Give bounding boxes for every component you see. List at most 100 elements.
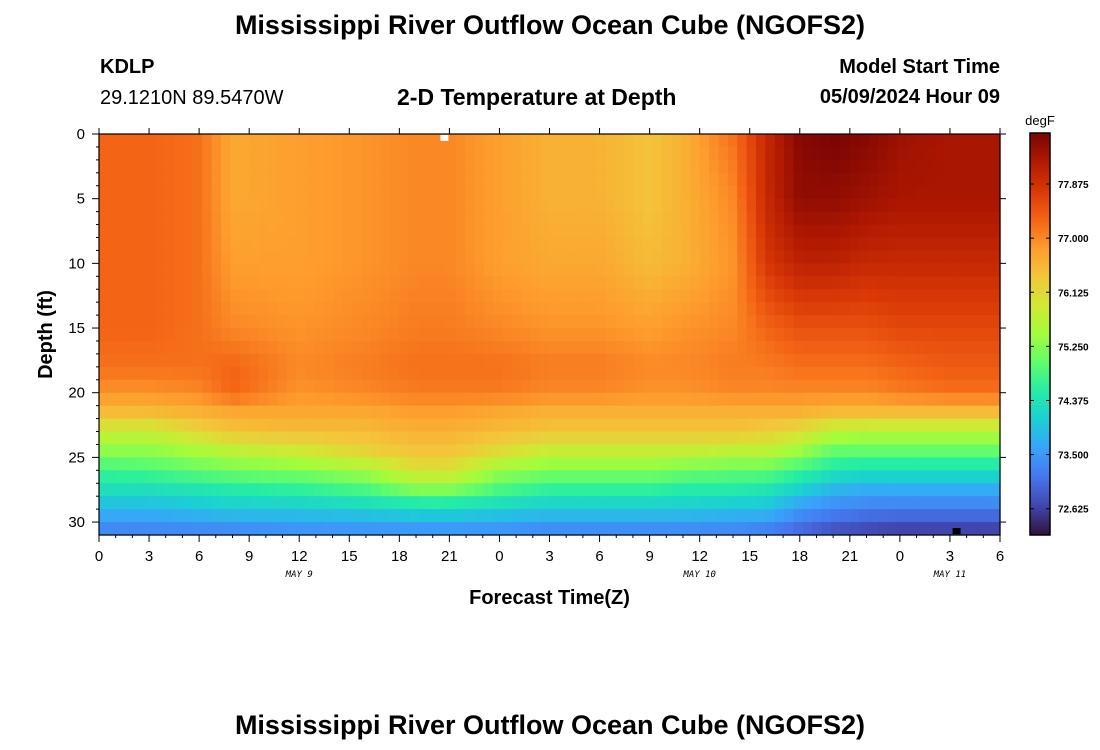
heatmap-cell <box>192 134 203 148</box>
heatmap-cell <box>380 250 391 264</box>
heatmap-cell <box>737 302 748 316</box>
heatmap-cell <box>746 211 757 226</box>
heatmap-cell <box>314 418 325 433</box>
heatmap-cell <box>277 496 288 510</box>
heatmap-cell <box>446 392 457 407</box>
heatmap-cell <box>474 340 485 355</box>
heatmap-cell <box>549 379 560 394</box>
heatmap-cell <box>418 185 429 200</box>
heatmap-cell <box>652 276 663 290</box>
heatmap-cell <box>502 185 513 200</box>
heatmap-cell <box>333 211 344 226</box>
heatmap-cell <box>296 457 307 471</box>
heatmap-cell <box>436 418 447 433</box>
heatmap-cell <box>718 405 729 420</box>
heatmap-cell <box>408 444 419 458</box>
heatmap-cell <box>943 444 954 458</box>
heatmap-cell <box>558 522 569 536</box>
heatmap-cell <box>99 457 109 471</box>
heatmap-cell <box>371 444 382 458</box>
heatmap-cell <box>943 250 954 264</box>
heatmap-cell <box>380 366 391 381</box>
heatmap-cell <box>877 522 888 536</box>
heatmap-cell <box>859 483 870 497</box>
heatmap-cell <box>108 224 119 239</box>
heatmap-cell <box>615 146 626 161</box>
heatmap-cell <box>624 366 635 381</box>
heatmap-cell <box>924 444 935 458</box>
heatmap-cell <box>202 431 213 446</box>
heatmap-cell <box>192 392 203 407</box>
heatmap-cell <box>408 224 419 239</box>
heatmap-cell <box>211 366 222 381</box>
heatmap-cell <box>427 263 438 277</box>
heatmap-cell <box>202 470 213 484</box>
heatmap-cell <box>540 366 551 381</box>
heatmap-cell <box>605 263 616 277</box>
heatmap-cell <box>943 315 954 329</box>
heatmap-cell <box>465 328 476 342</box>
heatmap-cell <box>906 444 917 458</box>
heatmap-cell <box>652 483 663 497</box>
heatmap-cell <box>352 353 363 368</box>
heatmap-cell <box>502 198 513 213</box>
heatmap-cell <box>502 302 513 316</box>
heatmap-cell <box>521 289 532 303</box>
heatmap-cell <box>924 379 935 394</box>
heatmap-cell <box>690 483 701 497</box>
heatmap-cell <box>755 418 766 433</box>
heatmap-cell <box>174 134 185 148</box>
heatmap-cell <box>615 198 626 213</box>
heatmap-cell <box>540 237 551 252</box>
heatmap-cell <box>249 483 260 497</box>
heatmap-cell <box>981 302 992 316</box>
heatmap-cell <box>906 431 917 446</box>
heatmap-cell <box>145 418 156 433</box>
heatmap-cell <box>108 315 119 329</box>
heatmap-cell <box>596 302 607 316</box>
heatmap-cell <box>746 496 757 510</box>
heatmap-cell <box>868 405 879 420</box>
heatmap-cell <box>174 353 185 368</box>
heatmap-cell <box>324 379 335 394</box>
heatmap-cell <box>558 457 569 471</box>
heatmap-cell <box>296 146 307 161</box>
heatmap-cell <box>849 134 860 148</box>
heatmap-cell <box>380 392 391 407</box>
heatmap-cell <box>596 250 607 264</box>
heatmap-cell <box>718 159 729 174</box>
heatmap-cell <box>314 444 325 458</box>
heatmap-cell <box>540 379 551 394</box>
heatmap-cell <box>511 185 522 200</box>
heatmap-cell <box>436 302 447 316</box>
heatmap-cell <box>699 198 710 213</box>
heatmap-cell <box>408 198 419 213</box>
heatmap-cell <box>981 444 992 458</box>
heatmap-cell <box>596 263 607 277</box>
heatmap-cell <box>802 237 813 252</box>
heatmap-cell <box>727 405 738 420</box>
heatmap-cell <box>981 340 992 355</box>
heatmap-cell <box>831 134 842 148</box>
heatmap-cell <box>680 198 691 213</box>
heatmap-cell <box>343 444 354 458</box>
heatmap-cell <box>136 237 147 252</box>
heatmap-cell <box>343 392 354 407</box>
heatmap-cell <box>831 457 842 471</box>
heatmap-cell <box>568 483 579 497</box>
heatmap-cell <box>296 483 307 497</box>
heatmap-cell <box>633 470 644 484</box>
heatmap-cell <box>127 315 138 329</box>
heatmap-cell <box>765 328 776 342</box>
heatmap-cell <box>324 340 335 355</box>
heatmap-cell <box>267 366 278 381</box>
heatmap-cell <box>455 211 466 226</box>
heatmap-cell <box>436 392 447 407</box>
heatmap-cell <box>446 276 457 290</box>
heatmap-cell <box>831 250 842 264</box>
heatmap-cell <box>821 185 832 200</box>
heatmap-cell <box>962 134 973 148</box>
heatmap-cell <box>371 315 382 329</box>
heatmap-cell <box>784 263 795 277</box>
heatmap-cell <box>117 340 128 355</box>
